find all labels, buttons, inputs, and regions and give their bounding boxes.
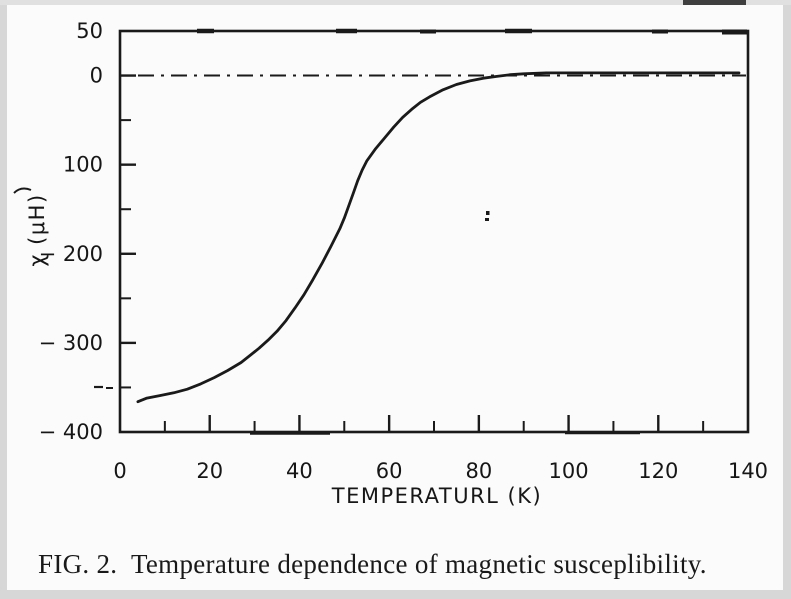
page-edge-left: [0, 0, 7, 599]
y-axis-title: χ (μH): [25, 193, 49, 266]
x-tick-label: 120: [638, 459, 678, 483]
y-tick-label: − 200: [39, 242, 103, 266]
susceptibility-curve: [136, 71, 741, 404]
page-edge-bottom: [0, 590, 791, 599]
y-tick-label: − 400: [39, 420, 103, 444]
x-tick-label: 0: [113, 459, 126, 483]
y-tick-label: 0: [90, 64, 103, 88]
page-edge-right: [783, 0, 791, 599]
x-tick-label: 140: [728, 459, 768, 483]
tick-labels-group: 0 20 40 60 80 100 120 140 50 0 100 − 200 − 300 − 400: [39, 19, 768, 483]
x-axis-title: TEMPERATURL (K): [331, 484, 542, 508]
x-tick-label: 100: [549, 459, 589, 483]
scan-artifact-top-right: [683, 0, 746, 5]
y-tick-label: 50: [76, 19, 103, 43]
scan-artifact-squiggle: [13, 187, 32, 194]
y-tick-label: 100: [63, 153, 103, 177]
y-tick-label: − 300: [39, 331, 103, 355]
x-tick-label: 80: [465, 459, 492, 483]
plot-frame: [118, 29, 750, 434]
page-edge-top: [0, 0, 791, 5]
x-tick-label: 40: [286, 459, 313, 483]
scan-artifacts: [13, 28, 747, 435]
x-tick-label: 60: [376, 459, 403, 483]
scan-artifact-speck: [485, 218, 489, 221]
data-curve-group: [136, 71, 741, 404]
figure-caption: FIG. 2. Temperature dependence of magnet…: [38, 549, 707, 579]
x-tick-label: 20: [196, 459, 223, 483]
axis-ticks-group: [120, 74, 705, 432]
scan-artifact-speck: [486, 211, 490, 215]
